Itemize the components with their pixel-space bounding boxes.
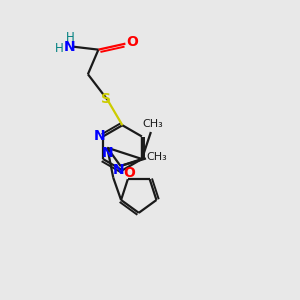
Text: N: N [64, 40, 76, 54]
Text: N: N [101, 146, 113, 160]
Text: N: N [94, 130, 105, 143]
Text: O: O [123, 166, 135, 180]
Text: CH₃: CH₃ [146, 152, 167, 162]
Text: CH₃: CH₃ [142, 119, 163, 130]
Text: H: H [55, 42, 64, 55]
Text: N: N [113, 163, 124, 177]
Text: O: O [126, 35, 138, 49]
Text: H: H [65, 31, 74, 44]
Text: S: S [101, 92, 111, 106]
